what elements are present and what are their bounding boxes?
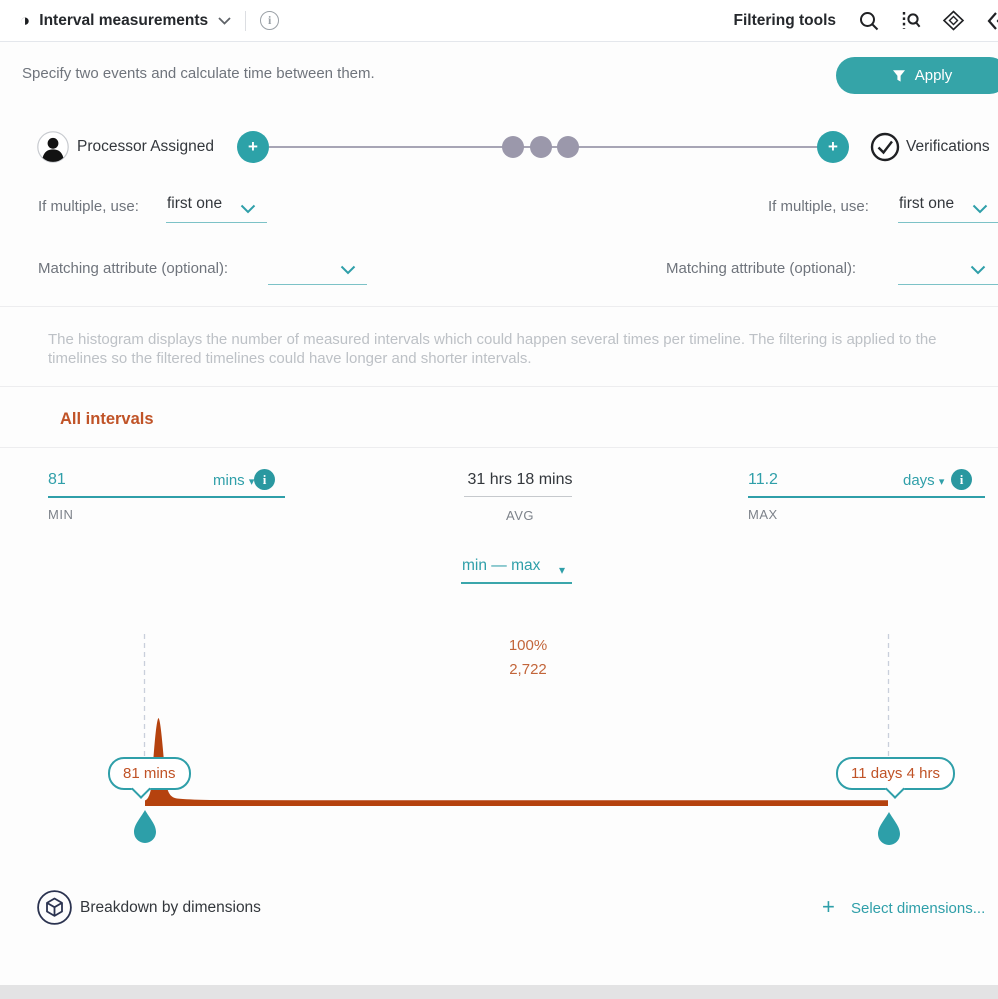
chevron-down-icon[interactable]	[972, 201, 988, 219]
max-unit-dropdown[interactable]: days ▾	[903, 472, 944, 489]
page-description: Specify two events and calculate time be…	[22, 65, 375, 82]
end-matching-dropdown[interactable]	[898, 284, 998, 285]
interval-histogram	[134, 634, 900, 845]
add-end-event-button[interactable]: +	[817, 131, 849, 163]
start-if-multiple-label: If multiple, use:	[38, 198, 139, 215]
dropdown-triangle-icon[interactable]: ▾	[559, 563, 566, 577]
chevron-down-icon[interactable]	[970, 262, 986, 280]
start-matching-label: Matching attribute (optional):	[38, 260, 229, 277]
apply-button[interactable]: Apply	[836, 57, 998, 94]
avg-underline	[464, 496, 572, 497]
dataset-cube-icon[interactable]	[942, 10, 965, 31]
dropdown-triangle-icon: ▾	[248, 476, 255, 488]
start-if-multiple-underline	[166, 222, 267, 223]
start-event-avatar-icon	[37, 131, 69, 168]
end-event-check-icon	[870, 132, 900, 167]
chevron-down-icon[interactable]	[240, 201, 256, 219]
top-bar-left: ◑ Interval measurements i	[0, 10, 280, 31]
filtering-tools-label: Filtering tools	[733, 11, 836, 29]
min-marker-label: 81 mins	[123, 765, 176, 782]
avg-value: 31 hrs 18 mins	[467, 471, 573, 488]
min-drag-droplet[interactable]	[134, 810, 156, 843]
info-icon[interactable]: i	[260, 11, 280, 30]
max-underline	[748, 496, 985, 498]
max-marker-bubble[interactable]: 11 days 4 hrs	[836, 757, 955, 790]
section-title: All intervals	[60, 410, 154, 428]
dropdown-triangle-icon: ▾	[938, 476, 945, 488]
max-info-icon[interactable]: i	[951, 469, 972, 490]
min-marker-bubble[interactable]: 81 mins	[108, 757, 191, 790]
end-if-multiple-label: If multiple, use:	[768, 198, 869, 215]
selection-count: 2,722	[509, 661, 547, 678]
select-dimensions-button[interactable]: Select dimensions...	[851, 900, 986, 917]
avg-label: AVG	[506, 508, 534, 523]
max-value-input[interactable]: 11.2	[748, 471, 778, 488]
range-mode-underline	[461, 582, 572, 584]
min-underline	[48, 496, 285, 498]
start-matching-dropdown[interactable]	[268, 284, 367, 285]
top-bar-right: Filtering tools	[734, 10, 998, 31]
timeline-dot	[557, 136, 579, 158]
funnel-icon	[892, 69, 906, 83]
max-label: MAX	[748, 507, 778, 522]
end-if-multiple-underline	[898, 222, 998, 223]
histogram-area	[145, 718, 888, 806]
divider	[0, 386, 998, 387]
page-title: Interval measurements	[39, 11, 209, 29]
timeline-dot	[530, 136, 552, 158]
breakdown-title: Breakdown by dimensions	[80, 899, 261, 916]
divider	[0, 447, 998, 448]
max-unit-value: days	[903, 472, 935, 489]
min-unit-value: mins	[213, 472, 245, 489]
min-unit-dropdown[interactable]: mins ▾	[213, 472, 254, 489]
timeline-dot	[502, 136, 524, 158]
top-bar: ◑ Interval measurements i Filtering tool…	[0, 0, 998, 42]
start-if-multiple-dropdown[interactable]: first one	[167, 195, 223, 212]
end-event-name[interactable]: Verifications	[906, 138, 990, 155]
chevron-down-icon[interactable]	[340, 262, 356, 280]
min-label: MIN	[48, 507, 74, 522]
range-mode-dropdown[interactable]: min — max	[462, 557, 541, 574]
top-bar-divider	[245, 10, 247, 31]
add-start-event-button[interactable]: +	[237, 131, 269, 163]
max-marker-label: 11 days 4 hrs	[851, 765, 940, 782]
apply-button-label: Apply	[914, 67, 953, 84]
min-info-icon[interactable]: i	[254, 469, 275, 490]
title-chevron-down-icon[interactable]	[218, 16, 231, 25]
collapse-panel-icon[interactable]	[986, 11, 998, 31]
event-search-icon[interactable]	[900, 10, 921, 31]
start-event-name[interactable]: Processor Assigned	[77, 138, 214, 155]
histogram-help-text: The histogram displays the number of mea…	[48, 331, 937, 367]
page-bottom-strip	[0, 985, 998, 999]
add-dimension-plus-icon[interactable]: +	[822, 894, 835, 919]
breakdown-cube-icon	[36, 889, 73, 931]
selection-percent: 100%	[508, 637, 548, 654]
interval-measure-icon: ◑	[20, 11, 31, 30]
max-drag-droplet[interactable]	[878, 812, 900, 845]
end-matching-label: Matching attribute (optional):	[666, 260, 857, 277]
min-value-input[interactable]: 81	[48, 471, 66, 488]
search-icon[interactable]	[859, 11, 879, 31]
end-if-multiple-dropdown[interactable]: first one	[899, 195, 955, 212]
divider	[0, 306, 998, 307]
